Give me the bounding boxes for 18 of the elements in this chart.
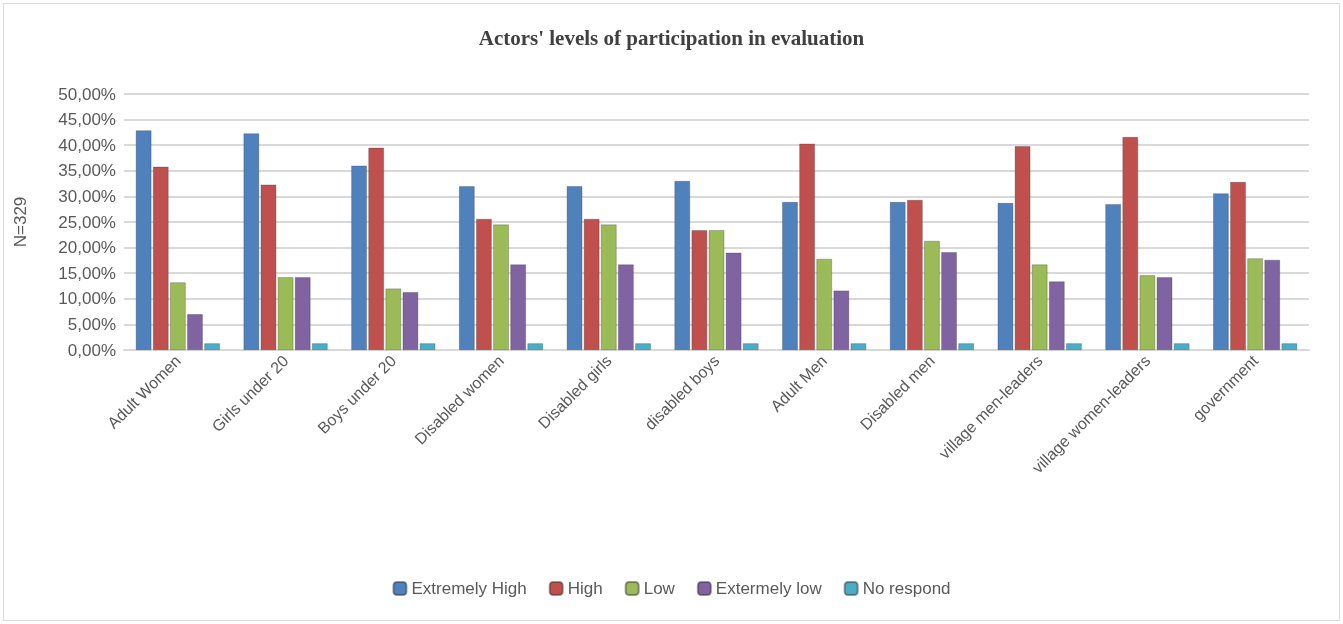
y-tick-label: 45,00%: [58, 110, 116, 130]
legend-label: High: [567, 579, 603, 598]
y-tick-label: 40,00%: [58, 135, 116, 155]
y-tick-label: 5,00%: [67, 314, 116, 334]
y-tick-label: 15,00%: [58, 263, 116, 283]
legend-label: No respond: [862, 579, 951, 598]
y-tick-label: 10,00%: [58, 289, 116, 309]
y-tick-label: 20,00%: [58, 238, 116, 258]
y-tick-label: 30,00%: [58, 186, 116, 206]
legend-label: Low: [643, 579, 676, 598]
legend-label: Extremely High: [411, 579, 527, 598]
y-tick-label: 25,00%: [58, 212, 116, 232]
legend-label: Extermely low: [715, 579, 823, 598]
y-axis-title: N=329: [11, 196, 30, 248]
y-tick-label: 35,00%: [58, 161, 116, 181]
y-tick-label: 0,00%: [67, 340, 116, 360]
chart-title: Actors' levels of participation in evaluation: [478, 25, 865, 50]
y-tick-label: 50,00%: [58, 84, 116, 104]
